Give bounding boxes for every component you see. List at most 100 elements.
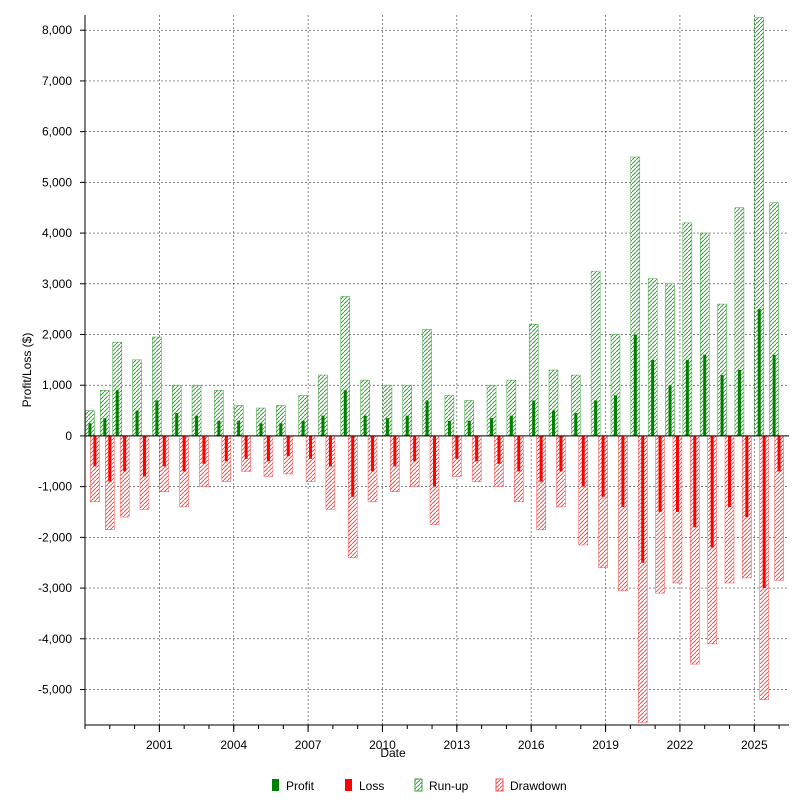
y-tick-label: 5,000 [42,175,72,189]
bar-loss [393,435,397,467]
bar-loss [641,435,645,563]
bar-loss [433,435,437,487]
x-tick-label: 2004 [220,738,247,752]
bar-profit [155,400,159,436]
y-tick-label: 7,000 [42,74,72,88]
bar-profit [532,400,536,436]
x-axis-title: Date [380,746,406,760]
legend-swatch [272,779,279,791]
bar-profit [574,413,578,436]
x-tick-label: 2025 [741,738,768,752]
legend-item-drawdown: Drawdown [495,778,567,793]
bar-profit [613,395,617,436]
bar-profit [343,390,347,436]
x-tick-label: 2022 [667,738,694,752]
y-tick-label: -3,000 [38,581,72,595]
bar-profit [217,420,221,436]
y-tick-label: -1,000 [38,480,72,494]
bar-profit [301,420,305,436]
bar-profit [279,423,283,436]
bar-loss [475,435,479,462]
bar-loss [182,435,186,472]
bar-profit [135,410,139,436]
bar-loss [266,435,270,462]
x-tick-label: 2016 [518,738,545,752]
y-tick-label: 1,000 [42,378,72,392]
bar-loss [108,435,112,482]
bar-profit [737,370,741,436]
axes [80,15,789,732]
legend-item-profit: Profit [272,779,315,793]
bar-profit [467,420,471,436]
y-tick-label: 0 [65,429,72,443]
bar-loss [162,435,166,467]
legend-label: Run-up [429,779,469,793]
bar-profit [772,354,776,436]
bar-profit [668,385,672,436]
legend-label: Drawdown [510,779,567,793]
bar-profit [757,309,761,436]
bar-loss [286,435,290,457]
y-axis-title: Profit/Loss ($) [20,333,34,408]
bar-profit [237,420,241,436]
series-layer [85,17,784,723]
y-tick-label: 6,000 [42,125,72,139]
bar-profit [490,418,494,436]
bar-profit [405,415,409,436]
bar-profit [447,420,451,436]
bar-loss [581,435,585,487]
bar-loss [658,435,662,512]
x-tick-label: 2001 [146,738,173,752]
legend: Profit Loss Run-up Drawdown [272,778,567,793]
y-tick-label: 3,000 [42,277,72,291]
legend-swatch [495,778,504,792]
bar-loss [244,435,248,459]
bar-loss [202,435,206,464]
bar-loss [142,435,146,477]
bar-profit [633,334,637,436]
bar-profit [88,423,92,436]
bar-loss [413,435,417,462]
y-tick-label: -4,000 [38,632,72,646]
y-tick-label: 8,000 [42,23,72,37]
series-loss [93,435,781,589]
legend-item-run-up: Run-up [414,778,469,793]
y-tick-label: -5,000 [38,683,72,697]
bar-profit [509,415,513,436]
legend-swatch [414,778,423,792]
x-tick-label: 2007 [295,738,322,752]
bar-loss [601,435,605,497]
bar-loss [517,435,521,472]
bar-profit [594,400,598,436]
x-tick-label: 2019 [592,738,619,752]
bar-profit [685,359,689,436]
bar-loss [309,435,313,459]
bar-loss [693,435,697,528]
bar-loss [371,435,375,472]
bar-loss [123,435,127,472]
bar-loss [675,435,679,512]
bar-profit [321,415,325,436]
bar-loss [762,435,766,589]
bar-profit [703,354,707,436]
bar-loss [559,435,563,472]
bar-profit [651,359,655,436]
bar-loss [224,435,228,462]
bar-profit [425,400,429,436]
x-tick-label: 2010 [369,738,396,752]
legend-label: Loss [359,779,384,793]
bar-profit [363,415,367,436]
y-tick-label: -2,000 [38,530,72,544]
bar-profit [720,375,724,436]
bar-profit [385,418,389,436]
tick-labels: 8,000 7,000 6,000 5,000 4,000 3,000 2,000 1,000… [38,23,768,752]
series-profit [88,309,776,436]
y-tick-label: 2,000 [42,328,72,342]
bar-loss [745,435,749,518]
bar-loss [710,435,714,548]
bar-loss [497,435,501,464]
bar-profit [195,415,199,436]
bar-profit [259,423,263,436]
